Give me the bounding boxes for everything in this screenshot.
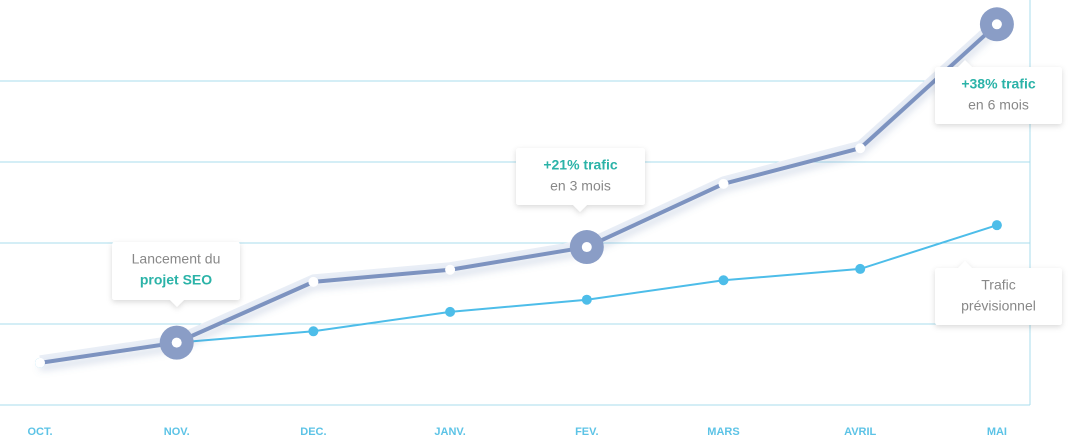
annotation-pointer xyxy=(573,205,587,212)
x-tick-label: FEV. xyxy=(575,426,598,436)
series-line xyxy=(39,224,998,364)
annotation xyxy=(935,60,1062,124)
series-line xyxy=(39,22,999,365)
point xyxy=(308,276,319,287)
x-tick-label: OCT. xyxy=(27,426,52,436)
line-highlight xyxy=(39,17,1000,365)
x-tick-label: JANV. xyxy=(434,426,465,436)
point xyxy=(445,306,456,317)
annotation xyxy=(112,242,240,307)
annotation-pointer xyxy=(170,300,184,307)
annotation-text: prévisionnel xyxy=(961,298,1036,314)
point xyxy=(855,143,866,154)
annotation-box xyxy=(935,268,1062,325)
point xyxy=(718,178,729,189)
annotation-text: en 6 mois xyxy=(968,97,1029,113)
highlight-center xyxy=(171,337,182,348)
point xyxy=(308,326,319,337)
x-tick-label: AVRIL xyxy=(844,426,876,436)
point xyxy=(581,294,592,305)
annotation-box xyxy=(516,148,645,205)
point xyxy=(991,220,1002,231)
annotation-text: Lancement du xyxy=(132,251,221,267)
annotation xyxy=(935,261,1062,325)
annotation-text: Trafic xyxy=(981,277,1015,293)
x-tick-label: NOV. xyxy=(164,426,190,436)
annotation-text: projet SEO xyxy=(140,272,212,288)
annotation-text: en 3 mois xyxy=(550,178,611,194)
x-tick-label: MAI xyxy=(987,426,1007,436)
highlight-center xyxy=(581,242,592,253)
point xyxy=(445,264,456,275)
annotation xyxy=(516,148,645,212)
point xyxy=(855,263,866,274)
annotation-box xyxy=(112,242,240,300)
highlight-center xyxy=(991,19,1002,30)
point xyxy=(718,275,729,286)
annotation-text: +21% trafic xyxy=(543,157,618,173)
x-tick-label: MARS xyxy=(707,426,739,436)
x-tick-label: DEC. xyxy=(300,426,326,436)
annotation-pointer xyxy=(958,60,972,67)
annotation-box xyxy=(935,67,1062,124)
annotation-pointer xyxy=(958,261,972,268)
point xyxy=(35,357,45,368)
annotation-text: +38% trafic xyxy=(961,76,1036,92)
